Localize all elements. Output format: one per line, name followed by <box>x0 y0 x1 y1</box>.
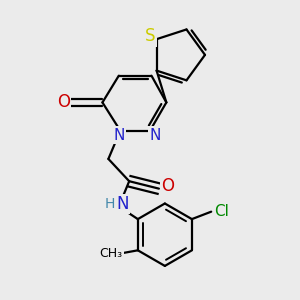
Text: Cl: Cl <box>214 204 229 219</box>
Text: S: S <box>145 27 155 45</box>
Text: H: H <box>105 197 115 211</box>
Text: N: N <box>116 195 129 213</box>
Text: O: O <box>57 93 70 111</box>
Text: O: O <box>161 177 174 195</box>
Text: N: N <box>150 128 161 142</box>
Text: N: N <box>113 128 124 142</box>
Text: CH₃: CH₃ <box>100 247 123 260</box>
